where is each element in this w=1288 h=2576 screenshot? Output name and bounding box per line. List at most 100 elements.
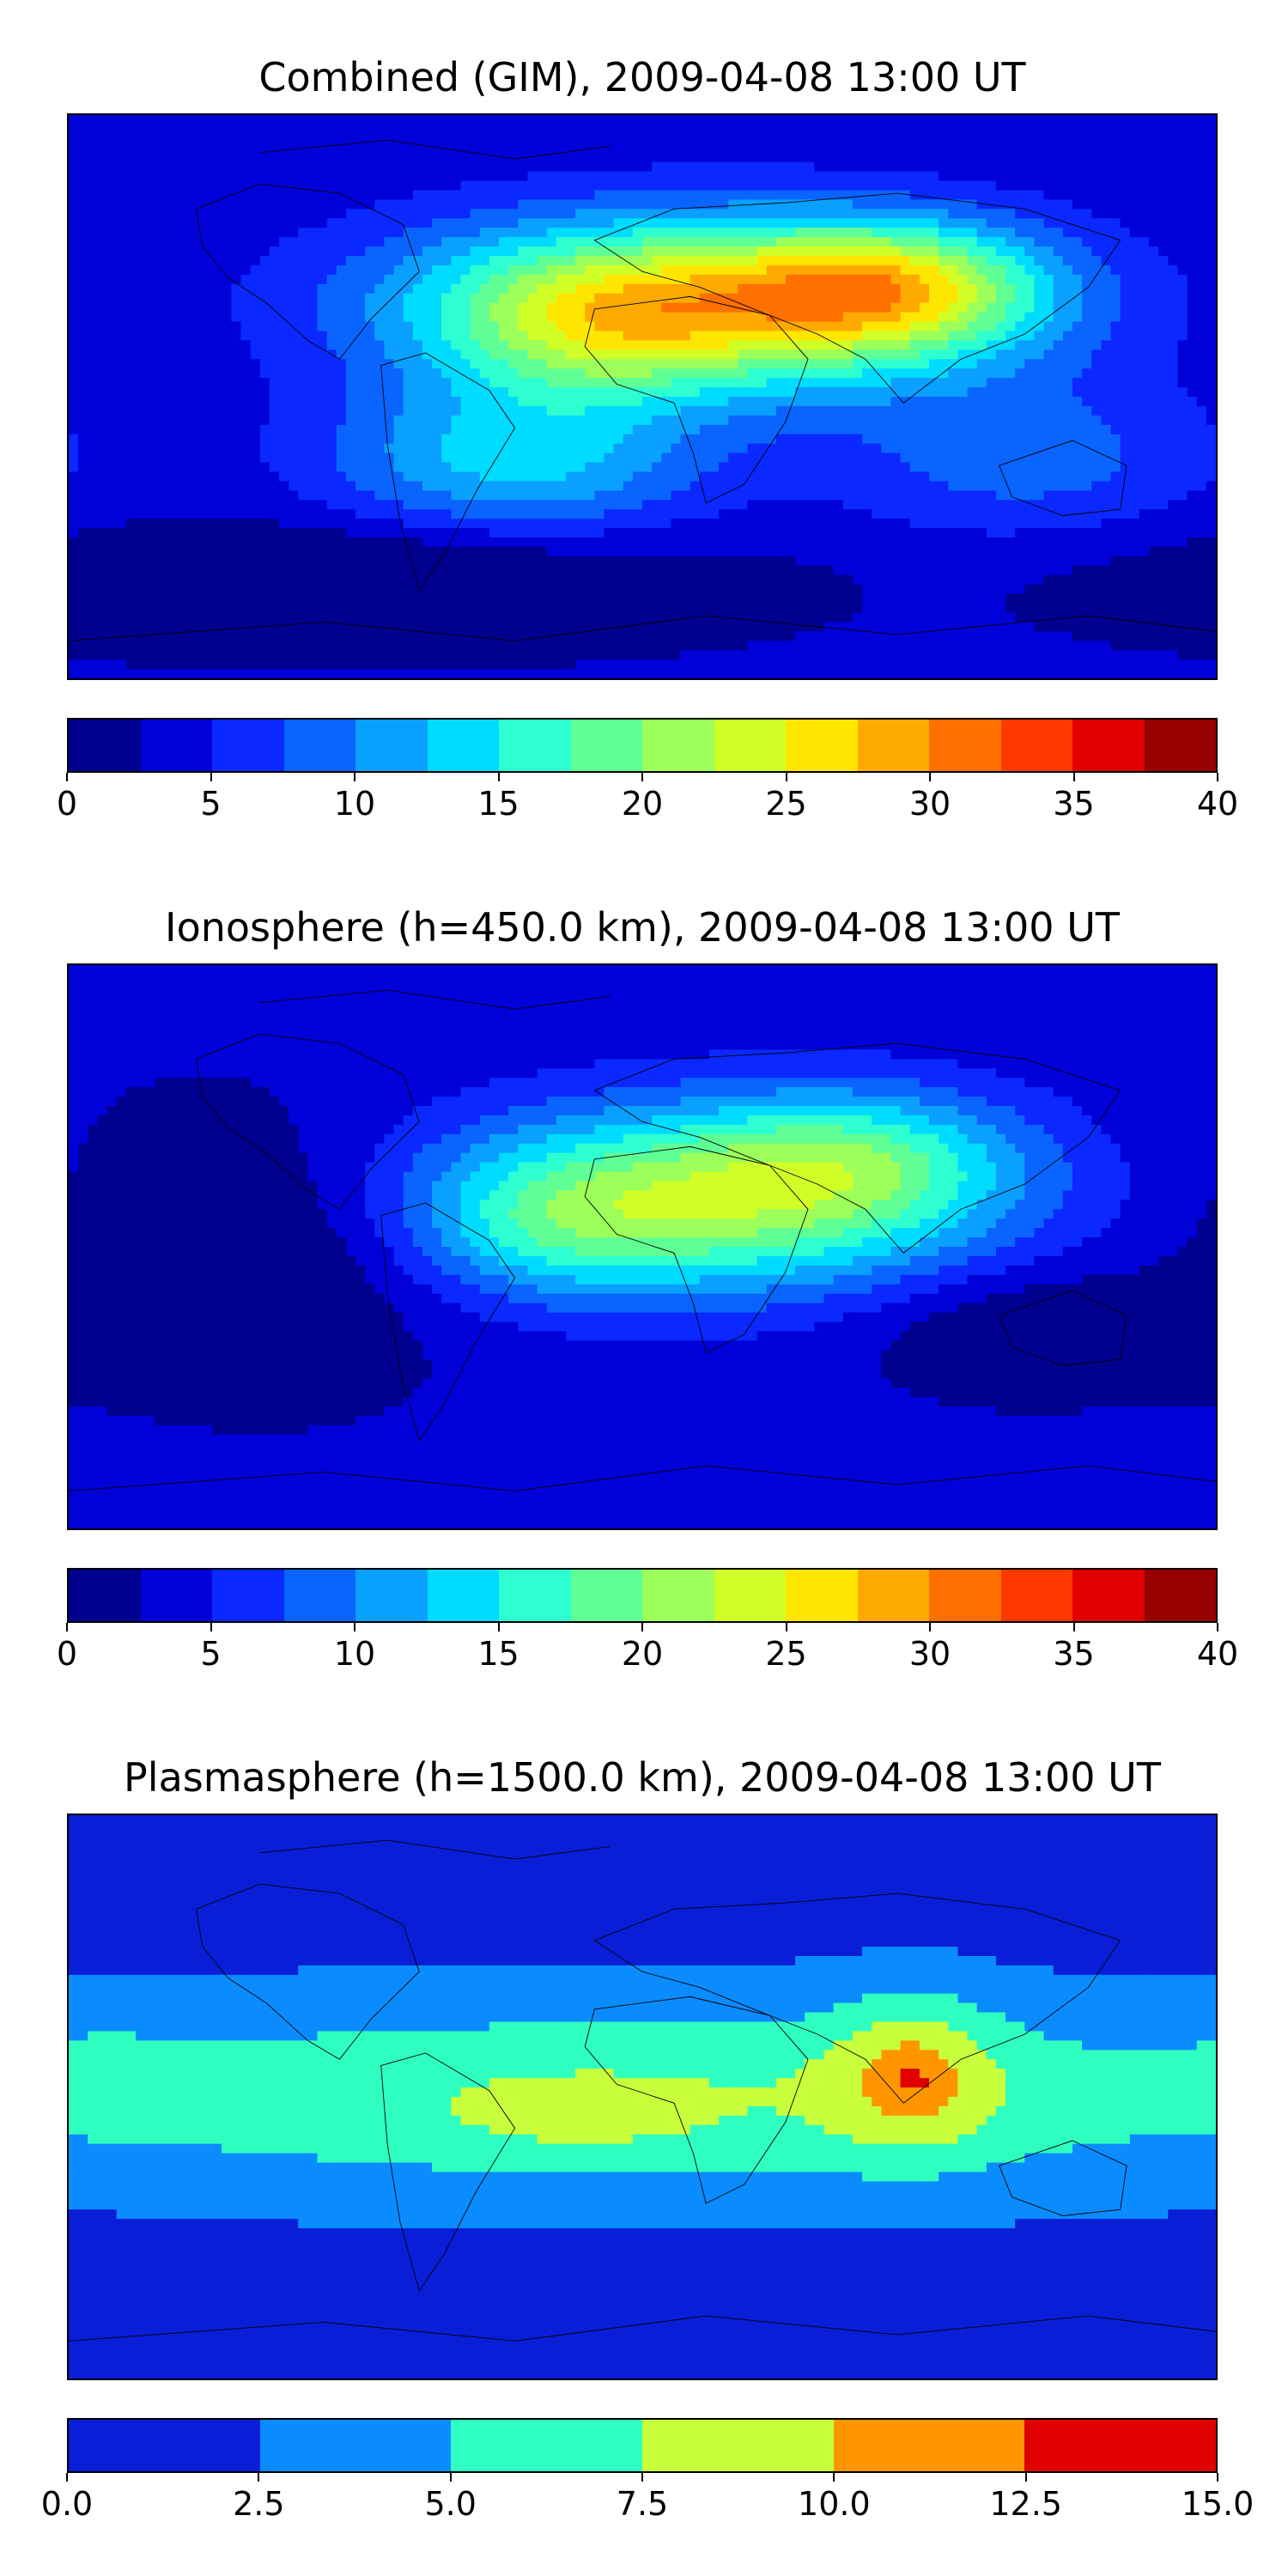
- contour-cell: [374, 349, 386, 360]
- contour-cell: [441, 133, 453, 144]
- contour-cell: [259, 340, 270, 351]
- contour-cell: [317, 143, 328, 154]
- contour-cell: [919, 293, 930, 304]
- contour-cell: [1187, 490, 1198, 501]
- contour-cell: [680, 387, 691, 398]
- contour-cell: [728, 321, 739, 332]
- contour-cell: [823, 453, 835, 464]
- contour-cell: [518, 321, 529, 332]
- contour-cell: [489, 397, 500, 407]
- contour-cell: [632, 274, 643, 285]
- contour-cell: [1120, 152, 1131, 163]
- contour-cell: [909, 274, 920, 285]
- contour-cell: [872, 471, 883, 483]
- contour-cell: [183, 228, 194, 238]
- contour-cell: [307, 115, 319, 125]
- contour-cell: [919, 481, 930, 492]
- contour-cell: [173, 443, 185, 454]
- contour-cell: [613, 387, 624, 398]
- contour-cell: [173, 228, 185, 238]
- contour-cell: [680, 256, 691, 266]
- contour-cell: [957, 283, 969, 295]
- contour-cell: [786, 133, 796, 144]
- contour-cell: [708, 190, 720, 201]
- contour-cell: [546, 209, 557, 219]
- contour-cell: [1043, 161, 1054, 173]
- contour-cell: [1053, 424, 1064, 435]
- contour-cell: [1082, 462, 1093, 473]
- contour-cell: [1187, 152, 1198, 163]
- contour-cell: [489, 218, 500, 228]
- contour-cell: [575, 209, 586, 219]
- contour-cell: [212, 302, 222, 313]
- contour-cell: [805, 331, 816, 342]
- contour-cell: [173, 133, 185, 144]
- contour-cell: [1177, 321, 1188, 332]
- contour-cell: [78, 415, 89, 426]
- contour-cell: [957, 424, 969, 435]
- contour-cell: [786, 424, 796, 435]
- contour-cell: [823, 274, 835, 285]
- contour-cell: [690, 378, 701, 388]
- contour-cell: [106, 397, 118, 407]
- contour-cell: [1168, 302, 1179, 313]
- contour-cell: [289, 424, 299, 435]
- contour-cell: [192, 180, 204, 191]
- contour-cell: [326, 368, 337, 379]
- contour-cell: [671, 387, 682, 398]
- contour-cell: [939, 387, 950, 398]
- contour-cell: [1005, 378, 1016, 388]
- contour-cell: [805, 434, 816, 445]
- contour-cell: [78, 133, 89, 144]
- contour-cell: [585, 133, 596, 144]
- contour-cell: [556, 152, 567, 163]
- contour-cell: [1043, 481, 1054, 492]
- contour-cell: [1053, 462, 1064, 473]
- contour-cell: [1053, 171, 1064, 182]
- contour-cell: [125, 453, 137, 464]
- contour-cell: [890, 218, 902, 228]
- contour-cell: [728, 302, 739, 313]
- contour-cell: [269, 424, 280, 435]
- contour-cell: [250, 415, 261, 426]
- contour-cell: [231, 415, 242, 426]
- contour-cell: [604, 397, 615, 407]
- contour-cell: [900, 424, 911, 435]
- contour-cell: [470, 490, 481, 501]
- contour-cell: [1120, 274, 1131, 285]
- contour-cell: [432, 453, 442, 464]
- contour-cell: [986, 349, 997, 360]
- contour-cell: [155, 190, 166, 201]
- contour-cell: [909, 321, 920, 332]
- contour-cell: [747, 397, 758, 407]
- contour-cell: [125, 349, 137, 360]
- contour-cell: [479, 302, 490, 313]
- contour-cell: [518, 161, 529, 173]
- contour-cell: [1139, 481, 1150, 492]
- contour-cell: [613, 453, 624, 464]
- contour-cell: [939, 143, 950, 154]
- contour-cell: [422, 115, 433, 125]
- contour-cell: [680, 133, 691, 144]
- contour-cell: [240, 274, 252, 285]
- contour-cell: [642, 115, 653, 125]
- contour-cell: [652, 405, 663, 416]
- contour-cell: [384, 349, 395, 360]
- contour-cell: [862, 274, 872, 285]
- contour-cell: [719, 143, 729, 154]
- contour-cell: [957, 462, 969, 473]
- contour-cell: [1024, 218, 1036, 228]
- contour-cell: [957, 190, 969, 201]
- contour-cell: [212, 340, 222, 351]
- contour-cell: [939, 481, 950, 492]
- contour-cell: [489, 143, 500, 154]
- contour-cell: [632, 434, 643, 445]
- contour-cell: [537, 331, 548, 342]
- contour-cell: [1177, 115, 1188, 125]
- contour-cell: [775, 490, 787, 501]
- contour-cell: [518, 462, 529, 473]
- contour-cell: [69, 161, 79, 173]
- contour-cell: [1158, 453, 1170, 464]
- contour-cell: [900, 237, 911, 247]
- contour-cell: [499, 133, 509, 144]
